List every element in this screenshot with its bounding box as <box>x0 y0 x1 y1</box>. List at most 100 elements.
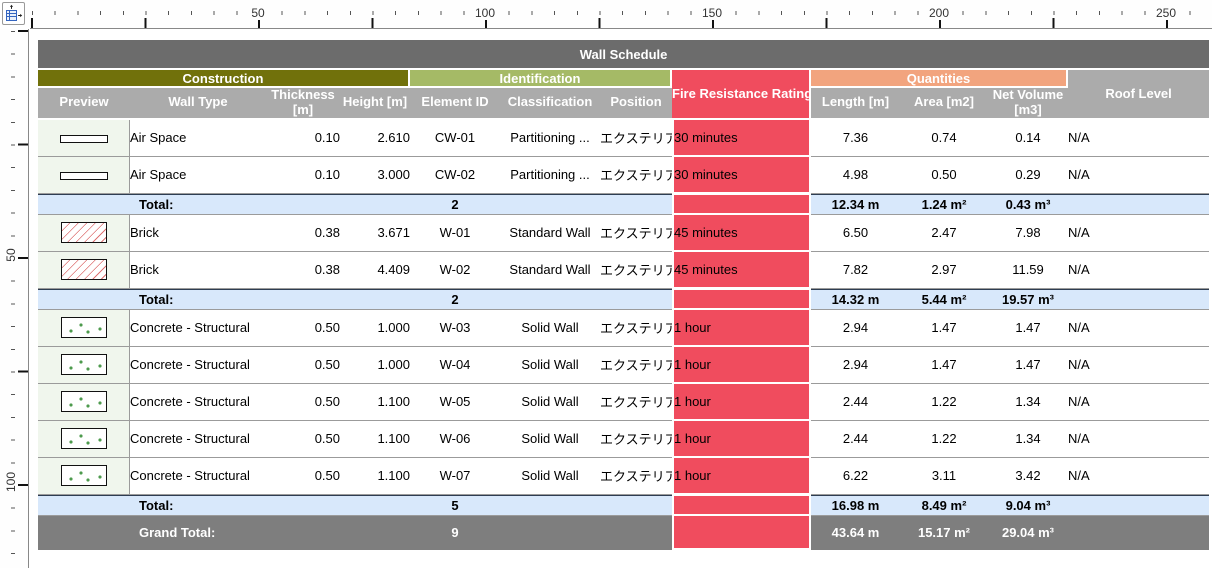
height-cell[interactable]: 3.671 <box>340 214 410 252</box>
classification-cell[interactable]: Standard Wall <box>500 214 600 252</box>
position-cell[interactable]: エクステリア <box>600 457 672 495</box>
classification-cell[interactable]: Partitioning ... <box>500 156 600 194</box>
height-cell[interactable]: 1.100 <box>340 457 410 495</box>
roof-level-cell[interactable]: N/A <box>1068 346 1210 384</box>
thickness-cell[interactable]: 0.50 <box>266 309 340 347</box>
height-cell[interactable]: 1.100 <box>340 420 410 458</box>
wall-type-cell[interactable]: Air Space <box>130 119 266 157</box>
fire-rating-cell[interactable]: 1 hour <box>672 383 811 421</box>
classification-cell[interactable]: Solid Wall <box>500 457 600 495</box>
preview-cell[interactable] <box>38 420 130 458</box>
wall-type-cell[interactable]: Concrete - Structural <box>130 383 266 421</box>
length-cell[interactable]: 6.50 <box>811 214 900 252</box>
element-id-cell[interactable]: W-01 <box>410 214 500 252</box>
wall-type-cell[interactable]: Air Space <box>130 156 266 194</box>
preview-cell[interactable] <box>38 214 130 252</box>
classification-cell[interactable]: Partitioning ... <box>500 119 600 157</box>
length-cell[interactable]: 2.44 <box>811 420 900 458</box>
position-cell[interactable]: エクステリア <box>600 383 672 421</box>
thickness-cell[interactable]: 0.50 <box>266 346 340 384</box>
preview-cell[interactable] <box>38 156 130 194</box>
preview-cell[interactable] <box>38 251 130 289</box>
wall-type-cell[interactable]: Concrete - Structural <box>130 420 266 458</box>
wall-type-cell[interactable]: Brick <box>130 251 266 289</box>
length-cell[interactable]: 2.94 <box>811 309 900 347</box>
net-volume-cell[interactable]: 1.34 <box>988 383 1068 421</box>
preview-cell[interactable] <box>38 119 130 157</box>
length-cell[interactable]: 2.44 <box>811 383 900 421</box>
height-cell[interactable]: 3.000 <box>340 156 410 194</box>
position-cell[interactable]: エクステリア <box>600 420 672 458</box>
element-id-cell[interactable]: W-03 <box>410 309 500 347</box>
thickness-cell[interactable]: 0.50 <box>266 383 340 421</box>
fire-rating-cell[interactable]: 45 minutes <box>672 214 811 252</box>
area-cell[interactable]: 1.47 <box>900 309 988 347</box>
area-cell[interactable]: 1.22 <box>900 383 988 421</box>
thickness-cell[interactable]: 0.10 <box>266 156 340 194</box>
fire-rating-cell[interactable]: 45 minutes <box>672 251 811 289</box>
position-cell[interactable]: エクステリア <box>600 309 672 347</box>
classification-cell[interactable]: Solid Wall <box>500 346 600 384</box>
roof-level-cell[interactable]: N/A <box>1068 309 1210 347</box>
net-volume-cell[interactable]: 1.47 <box>988 346 1068 384</box>
wall-type-cell[interactable]: Concrete - Structural <box>130 346 266 384</box>
thickness-cell[interactable]: 0.38 <box>266 251 340 289</box>
length-cell[interactable]: 7.82 <box>811 251 900 289</box>
height-cell[interactable]: 1.000 <box>340 309 410 347</box>
position-cell[interactable]: エクステリア <box>600 119 672 157</box>
thickness-cell[interactable]: 0.50 <box>266 420 340 458</box>
fire-rating-cell[interactable]: 30 minutes <box>672 119 811 157</box>
net-volume-cell[interactable]: 11.59 <box>988 251 1068 289</box>
element-id-cell[interactable]: W-06 <box>410 420 500 458</box>
classification-cell[interactable]: Standard Wall <box>500 251 600 289</box>
roof-level-cell[interactable]: N/A <box>1068 214 1210 252</box>
thickness-cell[interactable]: 0.38 <box>266 214 340 252</box>
preview-cell[interactable] <box>38 346 130 384</box>
height-cell[interactable]: 1.100 <box>340 383 410 421</box>
fire-rating-cell[interactable]: 1 hour <box>672 457 811 495</box>
length-cell[interactable]: 7.36 <box>811 119 900 157</box>
length-cell[interactable]: 6.22 <box>811 457 900 495</box>
area-cell[interactable]: 1.47 <box>900 346 988 384</box>
element-id-cell[interactable]: W-07 <box>410 457 500 495</box>
length-cell[interactable]: 4.98 <box>811 156 900 194</box>
classification-cell[interactable]: Solid Wall <box>500 383 600 421</box>
position-cell[interactable]: エクステリア <box>600 156 672 194</box>
element-id-cell[interactable]: W-05 <box>410 383 500 421</box>
wall-type-cell[interactable]: Concrete - Structural <box>130 309 266 347</box>
position-cell[interactable]: エクステリア <box>600 251 672 289</box>
net-volume-cell[interactable]: 0.29 <box>988 156 1068 194</box>
element-id-cell[interactable]: CW-01 <box>410 119 500 157</box>
height-cell[interactable]: 4.409 <box>340 251 410 289</box>
area-cell[interactable]: 0.50 <box>900 156 988 194</box>
net-volume-cell[interactable]: 1.34 <box>988 420 1068 458</box>
area-cell[interactable]: 2.97 <box>900 251 988 289</box>
fire-rating-cell[interactable]: 1 hour <box>672 309 811 347</box>
roof-level-cell[interactable]: N/A <box>1068 457 1210 495</box>
roof-level-cell[interactable]: N/A <box>1068 420 1210 458</box>
roof-level-cell[interactable]: N/A <box>1068 119 1210 157</box>
preview-cell[interactable] <box>38 309 130 347</box>
roof-level-cell[interactable]: N/A <box>1068 156 1210 194</box>
classification-cell[interactable]: Solid Wall <box>500 420 600 458</box>
area-cell[interactable]: 1.22 <box>900 420 988 458</box>
element-id-cell[interactable]: W-02 <box>410 251 500 289</box>
element-id-cell[interactable]: CW-02 <box>410 156 500 194</box>
roof-level-cell[interactable]: N/A <box>1068 251 1210 289</box>
net-volume-cell[interactable]: 7.98 <box>988 214 1068 252</box>
thickness-cell[interactable]: 0.10 <box>266 119 340 157</box>
fire-rating-cell[interactable]: 1 hour <box>672 346 811 384</box>
thickness-cell[interactable]: 0.50 <box>266 457 340 495</box>
height-cell[interactable]: 2.610 <box>340 119 410 157</box>
net-volume-cell[interactable]: 1.47 <box>988 309 1068 347</box>
fire-rating-cell[interactable]: 1 hour <box>672 420 811 458</box>
element-id-cell[interactable]: W-04 <box>410 346 500 384</box>
preview-cell[interactable] <box>38 383 130 421</box>
net-volume-cell[interactable]: 3.42 <box>988 457 1068 495</box>
preview-cell[interactable] <box>38 457 130 495</box>
area-cell[interactable]: 3.11 <box>900 457 988 495</box>
classification-cell[interactable]: Solid Wall <box>500 309 600 347</box>
wall-type-cell[interactable]: Concrete - Structural <box>130 457 266 495</box>
position-cell[interactable]: エクステリア <box>600 346 672 384</box>
roof-level-cell[interactable]: N/A <box>1068 383 1210 421</box>
